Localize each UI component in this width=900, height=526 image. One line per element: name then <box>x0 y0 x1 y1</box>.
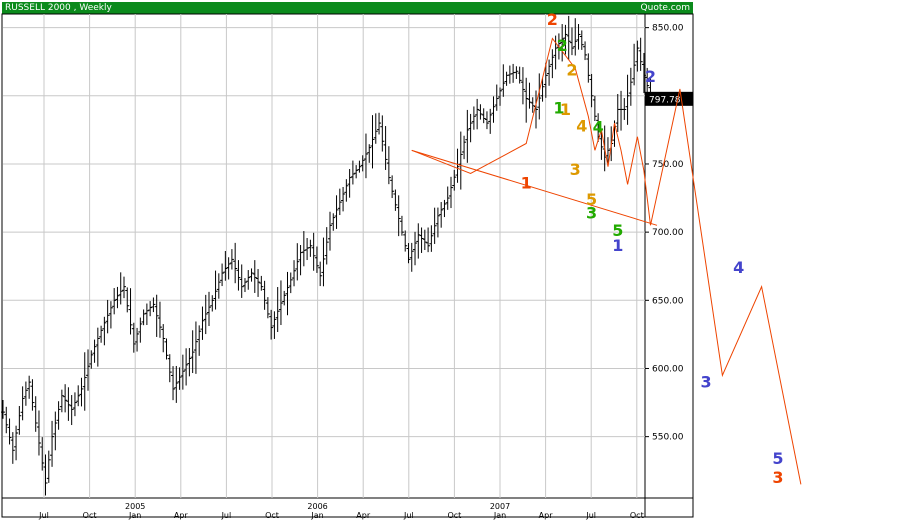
x-tick-month: Apr <box>356 511 371 520</box>
y-tick-label: 850.00 <box>652 24 684 34</box>
chart-header: RUSSELL 2000 , Weekly Quote.com <box>2 2 693 14</box>
x-tick-month: Jan <box>493 511 506 520</box>
wave-label: 2 <box>557 36 568 55</box>
wave-label: 5 <box>772 449 783 468</box>
plot-border <box>1 13 694 518</box>
wave-label: 2 <box>566 60 577 79</box>
wave-label: 3 <box>772 468 783 487</box>
x-tick-month: Apr <box>539 511 554 520</box>
x-tick-year: 2007 <box>490 502 510 511</box>
wave-label: 1 <box>553 99 564 118</box>
x-tick-year: 2006 <box>307 502 327 511</box>
y-tick-label: 550.00 <box>652 433 684 443</box>
wave-label: 1 <box>521 174 532 193</box>
wave-label: 3 <box>586 204 597 223</box>
x-tick-month: Oct <box>83 511 97 520</box>
y-tick-label: 750.00 <box>652 160 684 170</box>
wave-label: 1 <box>560 100 571 119</box>
wave-label: 4 <box>733 258 744 277</box>
chart-title: RUSSELL 2000 , Weekly <box>5 3 112 13</box>
x-tick-month: Oct <box>447 511 461 520</box>
y-tick-label: 650.00 <box>652 296 684 306</box>
y-tick-label: 700.00 <box>652 228 684 238</box>
wave-label: 5 <box>612 221 623 240</box>
trend-line <box>411 149 658 226</box>
x-tick-month: Apr <box>174 511 189 520</box>
x-tick-month: Oct <box>630 511 644 520</box>
x-tick-month: Jul <box>403 511 414 520</box>
wave-label: 2 <box>547 10 558 29</box>
wave-label: 4 <box>593 118 604 137</box>
x-tick-month: Jul <box>585 511 596 520</box>
chart-source: Quote.com <box>640 3 690 13</box>
x-tick-month: Jul <box>38 511 49 520</box>
last-price-label: 797.78 <box>649 95 681 105</box>
x-tick-year: 2005 <box>125 502 145 511</box>
wave-label: 2 <box>645 67 656 86</box>
wave-label: 4 <box>576 116 587 135</box>
x-tick-month: Jan <box>128 511 141 520</box>
projection-path <box>411 37 802 485</box>
wave-label: 3 <box>570 160 581 179</box>
x-tick-month: Oct <box>265 511 279 520</box>
x-tick-month: Jan <box>310 511 323 520</box>
wave-label: 3 <box>700 373 711 392</box>
wave-label: 5 <box>586 190 597 209</box>
y-tick-label: 600.00 <box>652 364 684 374</box>
x-tick-month: Jul <box>221 511 232 520</box>
wave-label: 1 <box>612 236 623 255</box>
